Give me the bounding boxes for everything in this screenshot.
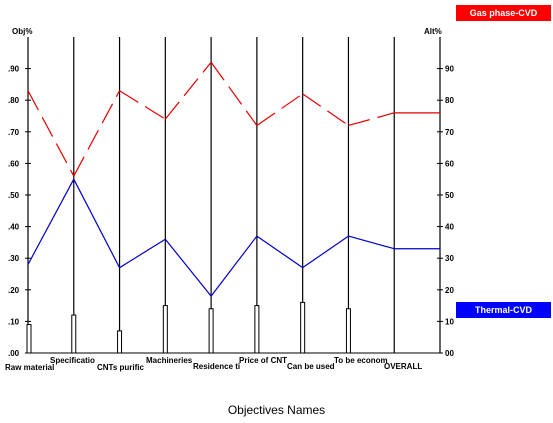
category-label: Raw material [5,363,54,372]
series-segment [302,93,349,126]
left-tick-label: .90 [8,65,20,74]
x-axis-title: Objectives Names [227,403,326,417]
right-tick-label: 10 [445,317,454,326]
left-tick-label: .60 [8,159,20,168]
objective-weight-bar [71,314,77,354]
series-segment [119,238,166,269]
left-tick-label: .50 [8,191,20,200]
series-segment [210,61,258,126]
series-segment [27,178,75,265]
objective-weight-bar [26,324,32,354]
right-tick-label: 80 [445,96,454,105]
left-tick-label: .80 [8,96,20,105]
category-label: Residence ti [193,362,240,371]
right-tick-label: 20 [445,286,454,295]
category-label: Specificatio [50,356,95,365]
category-label: Machineries [146,356,193,365]
right-tick-label: 90 [445,65,454,74]
series-segment [119,90,166,120]
series-segment [210,235,258,297]
right-tick-label: 40 [445,223,454,232]
right-tick-label: 30 [445,254,454,263]
series-segment [302,235,349,269]
left-tick-label: .10 [8,317,20,326]
category-label: Price of CNT [239,356,287,365]
series-segment [256,93,304,126]
series-segment [256,235,304,269]
objective-weight-bar [117,330,123,354]
series-segment [73,90,121,177]
tick-labels: .00 .10 .20 .30 .40 .50 .60 .70 .80 .90 00 10 20 30 40… [5,27,454,372]
category-label: Can be used [287,362,335,371]
left-tick-label: .20 [8,286,20,295]
series-segment [348,235,395,250]
series-lines [27,61,440,297]
series-segment [164,238,212,297]
right-tick-label: 70 [445,128,454,137]
legend-thermal-cvd[interactable]: Thermal-CVD [456,302,551,318]
objective-weight-bar [254,305,260,354]
objective-weight-bar [162,305,168,354]
category-label: CNTs purific [97,363,145,372]
right-axis-title: Alt% [424,27,442,36]
left-tick-label: .00 [8,349,20,358]
left-tick-label: .40 [8,223,20,232]
left-axis-title: Obj% [12,27,32,36]
right-tick-label: 00 [445,349,454,358]
category-label: To be econom [334,356,388,365]
series-segment [164,61,212,120]
objective-weight-bar [345,308,351,354]
objective-weight-bars [26,301,351,354]
axes [25,37,443,354]
right-tick-label: 60 [445,159,454,168]
left-tick-label: .70 [8,128,20,137]
left-tick-label: .30 [8,254,20,263]
objective-weight-bar [300,301,306,354]
right-tick-label: 50 [445,191,454,200]
series-segment [27,90,75,177]
legend-gas-phase-cvd[interactable]: Gas phase-CVD [456,5,551,21]
series-segment [73,178,121,268]
objective-weight-bar [208,308,214,354]
series-segment [348,112,395,127]
category-label: OVERALL [384,362,422,371]
